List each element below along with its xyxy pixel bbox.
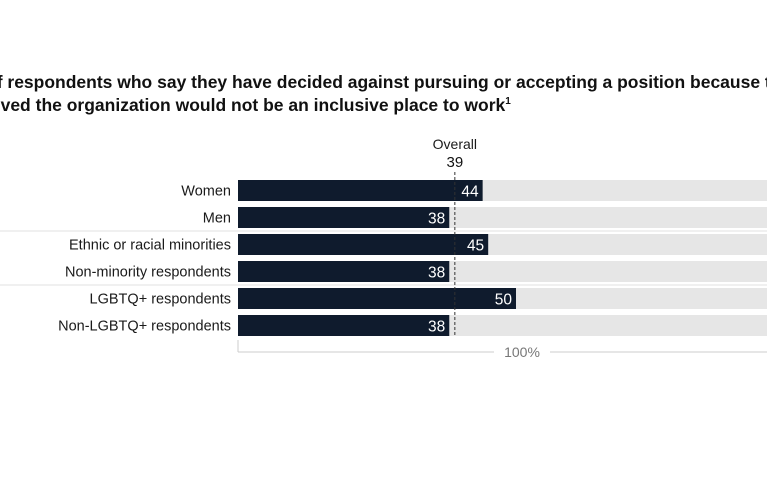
value-label: 38 — [428, 211, 445, 228]
axis-max-label: 100% — [504, 344, 540, 360]
value-label: 38 — [428, 265, 445, 282]
bar — [238, 180, 483, 201]
category-label: Ethnic or racial minorities — [69, 238, 231, 254]
chart-title-line-1: of respondents who say they have decided… — [0, 72, 767, 92]
category-label: Non-LGBTQ+ respondents — [58, 319, 231, 335]
value-label: 45 — [467, 238, 484, 255]
value-label: 50 — [495, 292, 513, 309]
bar — [238, 288, 516, 309]
chart-title-line-2: ieved the organization would not be an i… — [0, 94, 767, 117]
value-label: 44 — [461, 184, 479, 201]
overall-label: Overall — [433, 136, 477, 152]
category-label: Men — [203, 211, 231, 227]
bar — [238, 261, 450, 282]
category-label: Non-minority respondents — [65, 265, 231, 281]
chart-title-line-2-text: ieved the organization would not be an i… — [0, 95, 506, 115]
bar — [238, 315, 450, 336]
value-label: 38 — [428, 319, 445, 336]
category-label: LGBTQ+ respondents — [90, 292, 231, 308]
bar — [238, 234, 489, 255]
overall-value: 39 — [446, 154, 463, 171]
category-label: Women — [181, 184, 231, 200]
bar — [238, 207, 450, 228]
footnote-marker: 1 — [505, 96, 511, 108]
chart-title: of respondents who say they have decided… — [0, 71, 767, 117]
